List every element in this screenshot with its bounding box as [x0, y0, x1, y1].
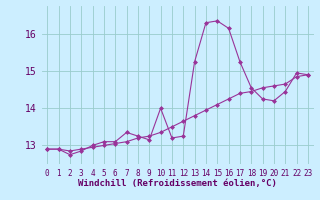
X-axis label: Windchill (Refroidissement éolien,°C): Windchill (Refroidissement éolien,°C) [78, 179, 277, 188]
